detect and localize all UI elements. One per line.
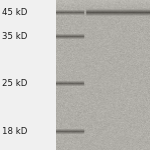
Text: 18 kD: 18 kD [2, 127, 27, 136]
Text: 45 kD: 45 kD [2, 8, 27, 17]
Text: 25 kD: 25 kD [2, 79, 27, 88]
Bar [0, 0, 56, 150]
Text: 35 kD: 35 kD [2, 32, 27, 41]
